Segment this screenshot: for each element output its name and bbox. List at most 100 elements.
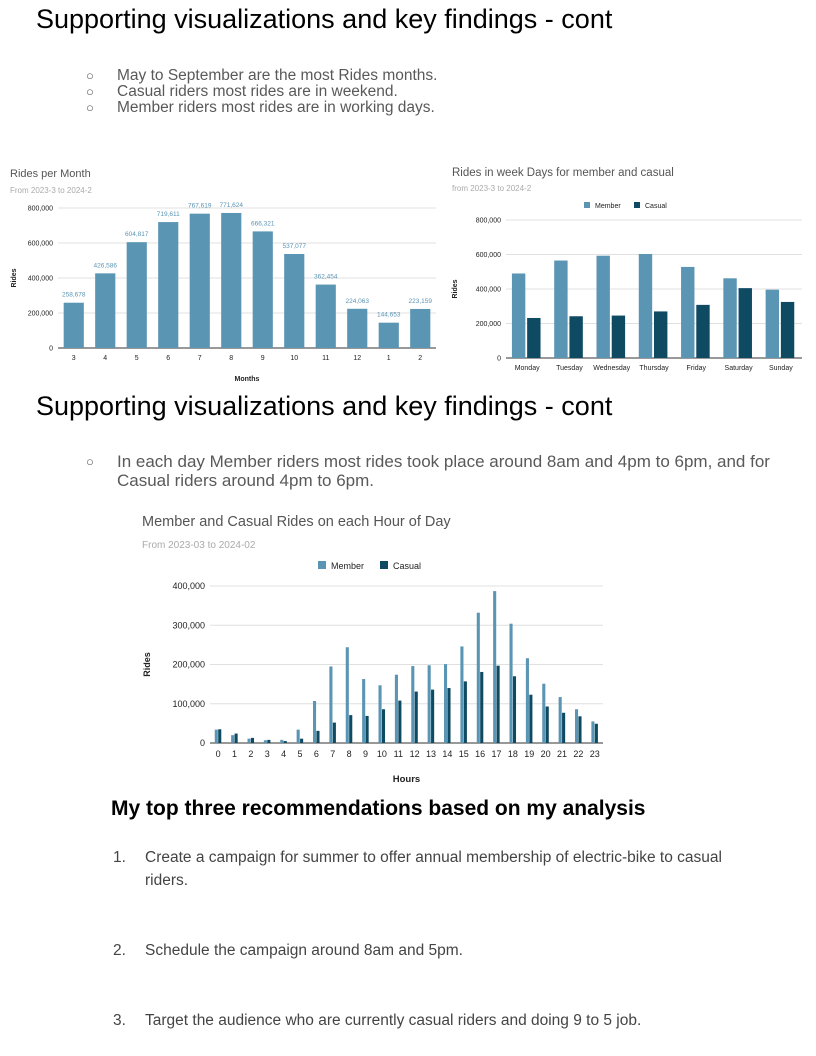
- x-tick-label: 11: [394, 749, 403, 759]
- recommendation-item: 3. Target the audience who are currently…: [113, 1009, 733, 1032]
- x-tick-label: 5: [298, 749, 303, 759]
- bar-member: [296, 729, 300, 743]
- bar-member: [591, 721, 595, 743]
- x-tick-label: 3: [265, 749, 270, 759]
- x-tick-label: 8: [229, 355, 233, 362]
- bar-casual: [398, 700, 402, 743]
- bar-casual: [431, 689, 435, 743]
- bar-member: [378, 685, 382, 743]
- data-label: 604,817: [125, 231, 149, 238]
- bar-member: [542, 683, 546, 743]
- x-tick-label: 7: [198, 355, 202, 362]
- x-axis-title: Hours: [393, 774, 420, 785]
- y-tick-label: 100,000: [172, 699, 205, 709]
- bar-casual: [527, 317, 541, 358]
- bar-member: [411, 666, 415, 743]
- bar: [95, 273, 116, 348]
- data-label: 144,653: [377, 312, 401, 319]
- x-tick-label: 21: [557, 749, 567, 759]
- recommendation-text: Target the audience who are currently ca…: [145, 1012, 642, 1029]
- bar-member: [509, 623, 513, 743]
- bar-member: [247, 738, 251, 743]
- x-tick-label: 3: [72, 355, 76, 362]
- y-tick-label: 200,000: [28, 310, 53, 317]
- bar: [189, 213, 210, 348]
- x-tick-label: 20: [541, 749, 551, 759]
- bar-member: [312, 701, 317, 743]
- y-tick-label: 800,000: [476, 217, 501, 224]
- bar: [315, 284, 336, 348]
- x-tick-label: Monday: [515, 365, 540, 372]
- recommendation-number: 2.: [113, 942, 126, 959]
- bar: [126, 242, 147, 348]
- x-tick-label: 1: [232, 749, 237, 759]
- data-label: 767,619: [188, 203, 212, 210]
- y-tick-label: 200,000: [476, 321, 501, 328]
- bar: [347, 308, 368, 348]
- x-tick-label: Saturday: [725, 365, 754, 372]
- bar-member: [329, 666, 333, 743]
- x-tick-label: 1: [387, 355, 391, 362]
- bar-casual: [447, 688, 451, 743]
- section2-bullet-list: In each day Member riders most rides too…: [86, 452, 777, 490]
- x-axis-title: Months: [235, 376, 260, 383]
- section2-heading: Supporting visualizations and key findin…: [36, 391, 613, 421]
- x-tick-label: 17: [492, 749, 502, 759]
- y-tick-label: 600,000: [28, 240, 53, 247]
- x-tick-label: 6: [166, 355, 170, 362]
- x-tick-label: 22: [573, 749, 583, 759]
- bar-casual: [414, 691, 418, 743]
- chart-subtitle: From 2023-03 to 2024-02: [142, 540, 256, 551]
- bar-member: [214, 729, 218, 743]
- bar-casual: [300, 738, 304, 743]
- data-label: 224,063: [346, 298, 370, 305]
- bar: [284, 254, 305, 348]
- recommendation-text: Schedule the campaign around 8am and 5pm…: [145, 942, 463, 959]
- chart-title: Rides per Month: [10, 168, 91, 180]
- recommendation-item: 1. Create a campaign for summer to offer…: [113, 846, 733, 892]
- chart-title: Rides in week Days for member and casual: [452, 167, 674, 179]
- x-tick-label: Friday: [687, 365, 707, 372]
- x-tick-label: Sunday: [769, 365, 793, 372]
- x-tick-label: 15: [459, 749, 469, 759]
- rides-per-month-chart: Rides per Month From 2023-3 to 2024-2 0 200…: [10, 168, 436, 383]
- x-tick-label: 9: [261, 355, 265, 362]
- bar: [252, 231, 273, 348]
- chart-subtitle: From 2023-3 to 2024-2: [10, 186, 92, 195]
- bar-casual: [316, 730, 320, 743]
- bar-member: [723, 278, 737, 358]
- x-tick-label: 16: [475, 749, 485, 759]
- bar-member: [574, 709, 579, 743]
- x-tick-label: 12: [353, 355, 361, 362]
- x-tick-label: 13: [426, 749, 436, 759]
- bar-member: [345, 647, 349, 743]
- bar-casual: [349, 715, 353, 743]
- bar-casual: [267, 739, 271, 743]
- recommendation-text: Create a campaign for summer to offer an…: [145, 849, 722, 889]
- bar-casual: [594, 723, 598, 743]
- x-tick-label: 4: [103, 355, 107, 362]
- bar-member: [638, 253, 653, 358]
- bar: [410, 308, 431, 348]
- bar: [158, 222, 179, 348]
- data-label: 362,454: [314, 274, 338, 281]
- hourly-rides-chart: Member and Casual Rides on each Hour of …: [142, 514, 603, 785]
- bar-casual: [738, 288, 752, 358]
- legend-swatch: [318, 561, 326, 569]
- legend-swatch: [380, 561, 388, 569]
- section1-bullet-list: May to September are the most Rides mont…: [86, 68, 437, 117]
- x-tick-label: 6: [314, 749, 319, 759]
- chart-subtitle: from 2023-3 to 2024-2: [452, 184, 532, 193]
- legend-swatch: [584, 202, 590, 208]
- bar-member: [443, 664, 448, 743]
- x-tick-label: 10: [290, 355, 298, 362]
- bar-casual: [696, 304, 710, 358]
- legend-label: Casual: [393, 561, 421, 571]
- x-tick-label: 12: [410, 749, 420, 759]
- bar-casual: [512, 676, 517, 743]
- bar-member: [493, 591, 497, 743]
- y-tick-label: 0: [49, 345, 53, 352]
- y-tick-label: 600,000: [476, 252, 501, 259]
- bar-member: [394, 674, 398, 743]
- bullet-item: In each day Member riders most rides too…: [86, 452, 777, 490]
